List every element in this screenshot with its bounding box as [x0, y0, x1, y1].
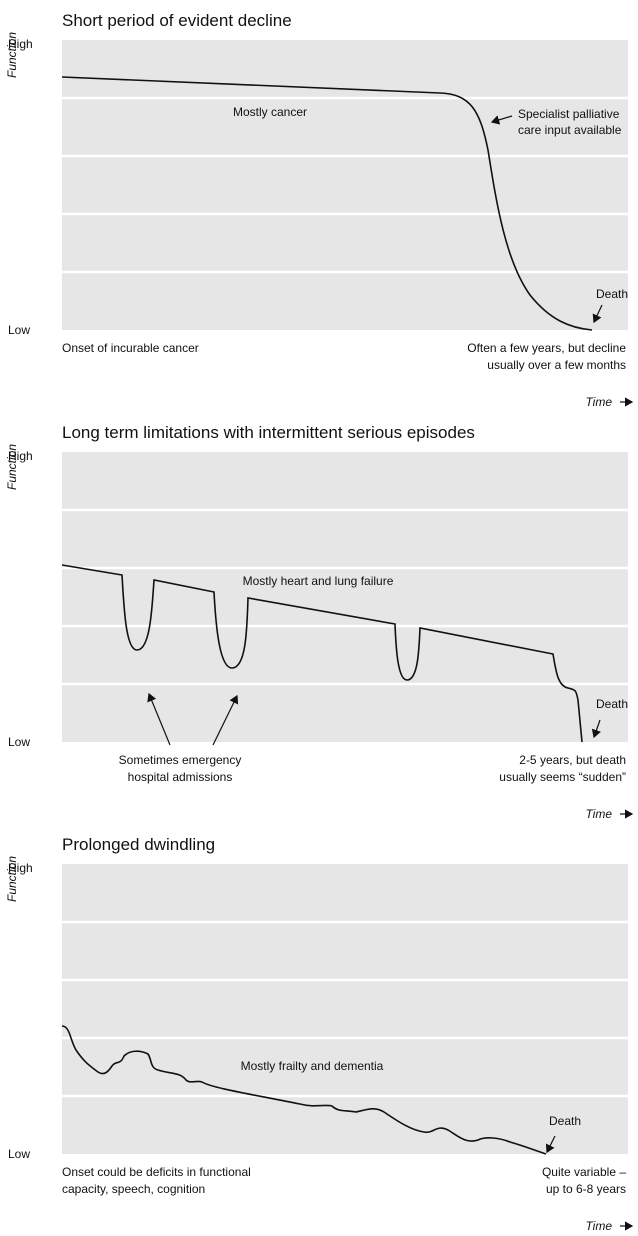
y-axis-label: Function: [5, 32, 19, 78]
panels: Short period of evident declineFunctionH…: [5, 11, 634, 1233]
plot-background: [62, 40, 628, 330]
arrow: [147, 692, 171, 746]
high-label: High: [8, 449, 33, 463]
right-note: Often a few years, but decline: [467, 341, 626, 355]
low-label: Low: [8, 323, 30, 337]
trajectory: [61, 1025, 547, 1155]
right-note: 2-5 years, but death: [519, 753, 626, 767]
right-note: usually over a few months: [487, 358, 626, 372]
panel-title: Short period of evident decline: [62, 11, 292, 30]
condition-label: Mostly heart and lung failure: [243, 574, 394, 588]
death-label: Death: [596, 287, 628, 301]
time-label: Time: [585, 395, 612, 409]
death-label: Death: [549, 1114, 581, 1128]
high-label: High: [8, 37, 33, 51]
condition-label: Mostly cancer: [233, 105, 307, 119]
left-note: Onset could be deficits in functional: [62, 1165, 251, 1179]
arrow: [212, 694, 239, 746]
plot-background: [62, 864, 628, 1154]
annotation: care input available: [518, 123, 622, 137]
plot-background: [62, 452, 628, 742]
arrow: [545, 1135, 556, 1154]
left-note: capacity, speech, cognition: [62, 1182, 205, 1196]
panel-title: Long term limitations with intermittent …: [62, 423, 475, 442]
panel-title: Prolonged dwindling: [62, 835, 215, 854]
left-note: Sometimes emergency: [119, 753, 242, 767]
left-note: Onset of incurable cancer: [62, 341, 199, 355]
trajectory: [61, 564, 583, 743]
high-label: High: [8, 861, 33, 875]
y-axis-label: Function: [5, 444, 19, 490]
right-note: up to 6-8 years: [546, 1182, 626, 1196]
y-axis-label: Function: [5, 856, 19, 902]
condition-label: Mostly frailty and dementia: [241, 1059, 384, 1073]
low-label: Low: [8, 735, 30, 749]
time-label: Time: [585, 1219, 612, 1233]
arrow: [490, 115, 513, 125]
left-note: hospital admissions: [128, 770, 233, 784]
low-label: Low: [8, 1147, 30, 1161]
death-label: Death: [596, 697, 628, 711]
trajectory: [61, 76, 593, 331]
time-label: Time: [585, 807, 612, 821]
arrow: [591, 719, 601, 739]
arrow: [592, 304, 603, 324]
right-note: usually seems “sudden”: [499, 770, 626, 784]
annotation: Specialist palliative: [518, 107, 620, 121]
right-note: Quite variable –: [542, 1165, 626, 1179]
